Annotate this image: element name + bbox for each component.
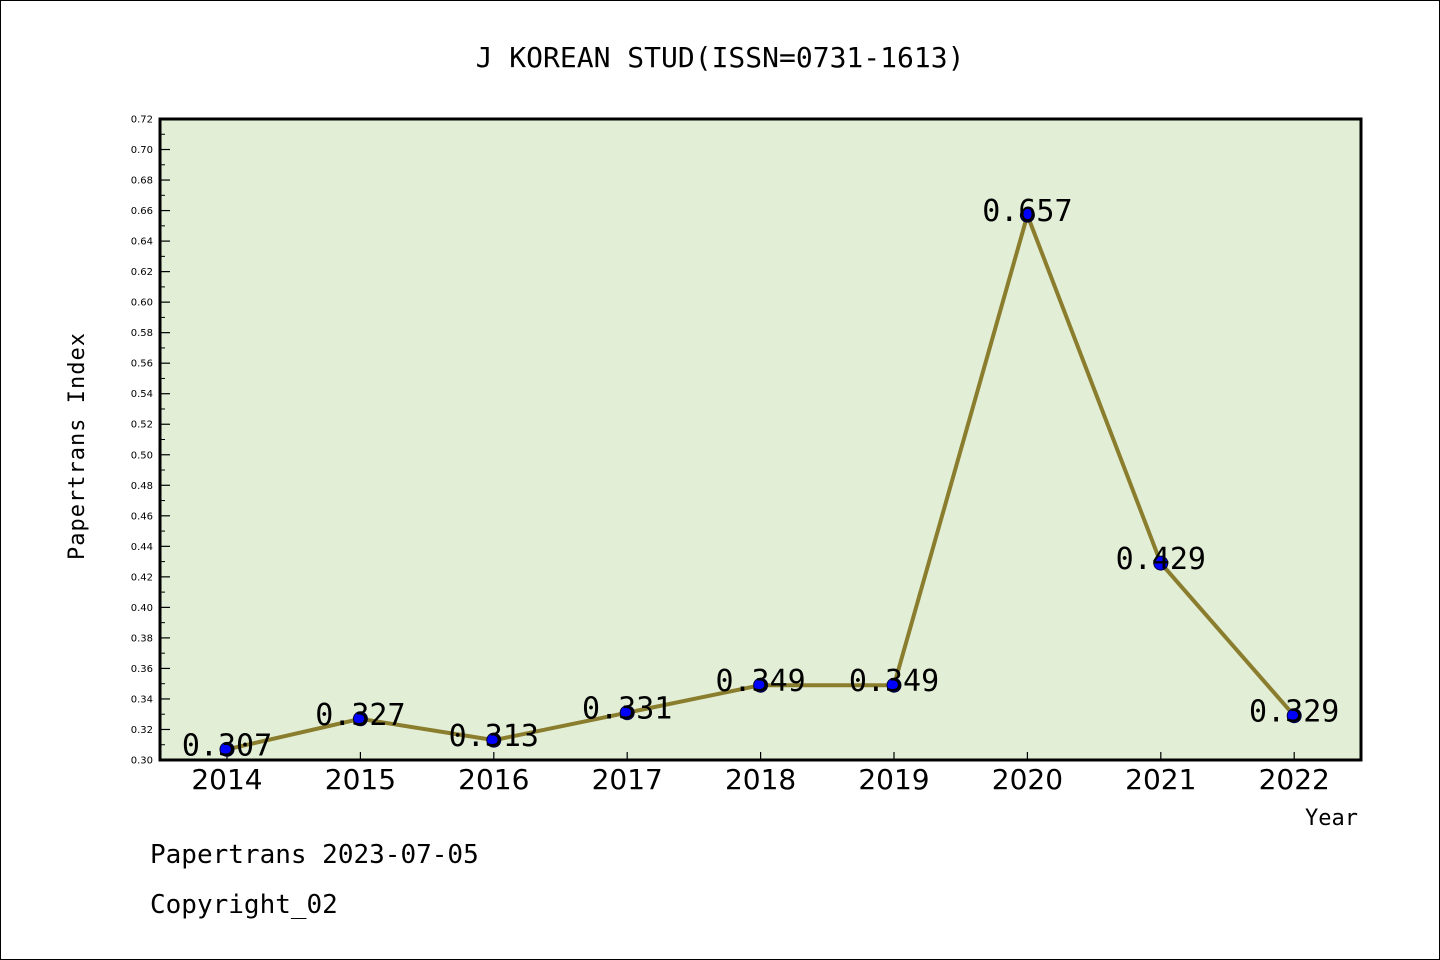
series-papertrans-index [219,207,1302,757]
data-point [486,732,502,748]
data-label: 0.313 [449,719,539,754]
footer-copyright: Copyright_02 [150,890,338,920]
footer-date: Papertrans 2023-07-05 [150,840,479,870]
data-label: 0.327 [315,698,405,733]
y-tick-label: 0.66 [131,206,153,217]
x-axis: 2014 2015 2016 2017 2018 2019 2020 2021 2022 [191,752,1330,796]
data-point [753,677,769,693]
x-tick-label: 2020 [992,763,1063,796]
plot-area [160,119,1361,760]
x-tick-label: 2015 [325,763,396,796]
y-tick-label: 0.62 [131,267,153,278]
y-tick-label: 0.48 [131,481,153,492]
y-tick-label: 0.34 [131,694,153,705]
y-axis-label: Papertrans Index [65,332,90,560]
plot-border [158,117,1363,762]
x-axis-label: Year [1305,806,1358,831]
y-tick-label: 0.58 [131,328,153,339]
y-tick-label: 0.30 [131,756,153,767]
x-tick-label: 2014 [191,763,262,796]
y-tick-label: 0.50 [131,450,153,461]
data-label: 0.429 [1116,542,1206,577]
y-tick-label: 0.38 [131,633,153,644]
x-tick-label: 2017 [592,763,663,796]
data-labels: 0.307 0.327 0.313 0.331 0.349 0.349 0.657 0.429… [182,194,1340,763]
data-point [619,705,635,721]
y-tick-label: 0.32 [131,725,153,736]
data-label: 0.329 [1249,695,1339,730]
y-tick-label: 0.52 [131,420,153,431]
data-point [219,741,235,757]
y-tick-label: 0.40 [131,603,153,614]
chart-title: J KOREAN STUD(ISSN=0731-1613) [476,41,965,74]
x-tick-label: 2021 [1125,763,1196,796]
data-point [1286,708,1302,724]
x-tick-label: 2019 [858,763,929,796]
y-tick-label: 0.44 [131,542,153,553]
y-tick-label: 0.56 [131,359,153,370]
y-tick-label: 0.70 [131,145,153,156]
data-point [886,677,902,693]
y-tick-label: 0.68 [131,176,153,187]
y-tick-label: 0.72 [131,115,153,126]
data-point [1019,207,1035,223]
data-label: 0.307 [182,728,272,763]
data-label: 0.349 [849,664,939,699]
data-point [352,711,368,727]
data-point [1153,555,1169,571]
y-tick-label: 0.64 [131,237,153,248]
y-tick-label: 0.46 [131,511,153,522]
y-tick-label: 0.60 [131,298,153,309]
y-tick-label: 0.36 [131,664,153,675]
data-label: 0.349 [715,664,805,699]
data-label: 0.657 [982,194,1072,229]
x-tick-label: 2022 [1259,763,1330,796]
y-tick-label: 0.54 [131,389,153,400]
x-tick-label: 2016 [458,763,529,796]
x-tick-label: 2018 [725,763,796,796]
y-tick-label: 0.42 [131,572,153,583]
data-label: 0.331 [582,692,672,727]
